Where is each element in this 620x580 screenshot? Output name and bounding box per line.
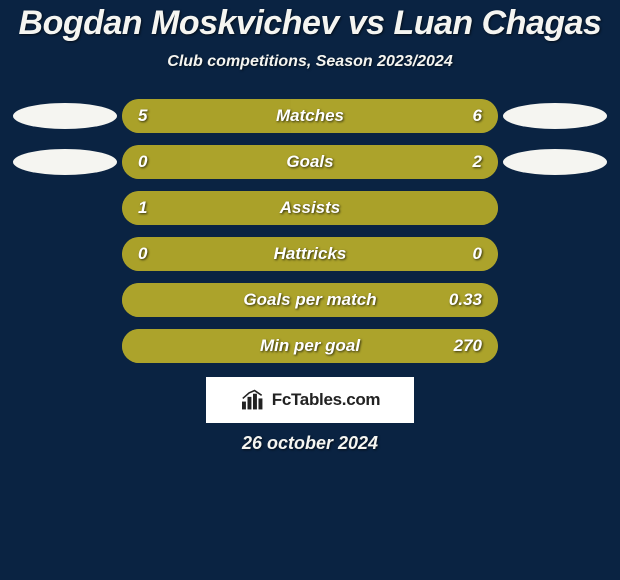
stat-row: Goals 0 2 (8, 145, 612, 179)
comparison-card: Bogdan Moskvichev vs Luan Chagas Club co… (0, 0, 620, 580)
right-slot (498, 99, 612, 133)
right-slot (498, 237, 612, 271)
stat-label: Min per goal (260, 336, 360, 356)
stats-container: Matches56Goals02Assists1Hattricks00Goals… (0, 99, 620, 363)
right-slot (498, 283, 612, 317)
stat-value-player1: 0 (138, 152, 147, 172)
stat-row: Matches 5 6 (8, 99, 612, 133)
stat-value-player2: 270 (454, 336, 482, 356)
stat-value-player2: 0 (473, 244, 482, 264)
stat-label: Goals (286, 152, 333, 172)
right-slot (498, 329, 612, 363)
player2-ellipse (503, 149, 607, 175)
fill-player2 (190, 145, 498, 179)
stat-value-player2: 0.33 (449, 290, 482, 310)
left-slot (8, 329, 122, 363)
player1-ellipse (13, 103, 117, 129)
page-title: Bogdan Moskvichev vs Luan Chagas (0, 4, 620, 43)
player2-ellipse (503, 103, 607, 129)
stat-value-player2: 6 (473, 106, 482, 126)
stat-row: Hattricks 0 0 (8, 237, 612, 271)
stat-label: Matches (276, 106, 344, 126)
stat-bar: Matches 5 6 (122, 99, 498, 133)
stat-bar: Goals per match 0.33 (122, 283, 498, 317)
left-slot (8, 99, 122, 133)
stat-label: Hattricks (274, 244, 347, 264)
player1-ellipse (13, 149, 117, 175)
stat-value-player1: 5 (138, 106, 147, 126)
stat-value-player1: 1 (138, 198, 147, 218)
fill-player1 (122, 145, 190, 179)
stat-label: Assists (280, 198, 340, 218)
brand-text: FcTables.com (272, 390, 381, 410)
left-slot (8, 191, 122, 225)
right-slot (498, 191, 612, 225)
stat-bar: Assists 1 (122, 191, 498, 225)
stat-value-player1: 0 (138, 244, 147, 264)
subtitle: Club competitions, Season 2023/2024 (0, 53, 620, 71)
left-slot (8, 145, 122, 179)
left-slot (8, 283, 122, 317)
left-slot (8, 237, 122, 271)
right-slot (498, 145, 612, 179)
date-label: 26 october 2024 (0, 433, 620, 454)
stat-value-player2: 2 (473, 152, 482, 172)
stat-label: Goals per match (243, 290, 376, 310)
stat-row: Min per goal 270 (8, 329, 612, 363)
stat-row: Goals per match 0.33 (8, 283, 612, 317)
stat-row: Assists 1 (8, 191, 612, 225)
brand-badge: FcTables.com (206, 377, 414, 423)
stat-bar: Goals 0 2 (122, 145, 498, 179)
stat-bar: Hattricks 0 0 (122, 237, 498, 271)
brand-chart-icon (240, 389, 266, 411)
stat-bar: Min per goal 270 (122, 329, 498, 363)
